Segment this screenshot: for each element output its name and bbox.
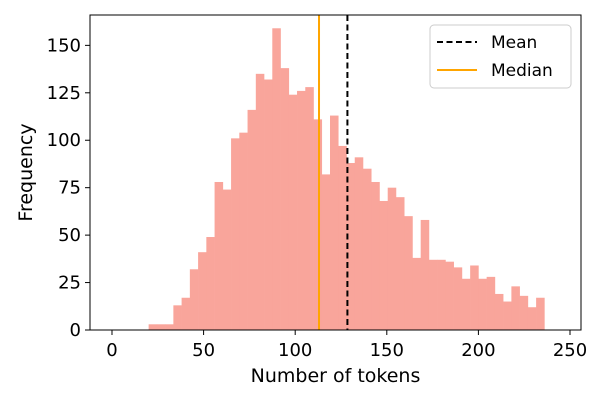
legend-box [429, 24, 572, 89]
y-tick-label: 50 [58, 225, 81, 246]
x-tick-label: 150 [370, 340, 404, 361]
histogram-bar [222, 189, 232, 330]
histogram-bar [461, 278, 471, 330]
histogram-bar [165, 324, 174, 330]
histogram-bar [214, 181, 224, 330]
y-tick-label: 100 [47, 130, 81, 151]
y-tick-label: 125 [47, 83, 81, 104]
histogram-bars [148, 28, 545, 331]
histogram-bar [494, 293, 504, 330]
histogram-bar [486, 276, 496, 330]
histogram-bar [420, 219, 430, 330]
histogram-bar [313, 119, 323, 331]
x-tick-label: 50 [192, 340, 215, 361]
legend: Mean Median [429, 24, 572, 89]
histogram-bar [354, 157, 364, 330]
histogram-bar [189, 269, 199, 330]
x-tick-label: 100 [278, 340, 312, 361]
x-tick-label: 250 [553, 340, 587, 361]
histogram-bar [511, 286, 520, 330]
histogram-bar [346, 163, 356, 330]
histogram-bar [404, 216, 413, 330]
histogram-bar [247, 109, 257, 330]
plot-frame [89, 14, 582, 331]
histogram-bar [173, 305, 182, 330]
histogram-bar [362, 168, 372, 330]
histogram-bar [305, 87, 314, 331]
histogram-bar [395, 197, 405, 330]
histogram-bar [437, 259, 446, 330]
histogram-bar [412, 257, 421, 330]
histogram-bar [272, 28, 281, 330]
x-tick-label: 0 [106, 340, 117, 361]
histogram-bar [297, 90, 306, 330]
histogram-bar [231, 138, 240, 330]
y-tick-label: 150 [47, 35, 81, 56]
x-axis: 0 50 100 150 200 250 [106, 330, 587, 361]
x-axis-label: Number of tokens [251, 365, 421, 387]
histogram-bar [527, 307, 537, 330]
histogram-bar [198, 252, 207, 330]
histogram-bar [148, 324, 158, 330]
histogram-bar [503, 301, 512, 330]
legend-median-label: Median [491, 61, 553, 81]
y-axis: 0 25 50 75 100 125 150 [47, 35, 90, 341]
y-tick-label: 25 [58, 273, 81, 294]
histogram-bar [156, 324, 166, 330]
histogram-bar [536, 297, 545, 330]
histogram-bar [519, 295, 529, 330]
y-axis-label: Frequency [15, 123, 37, 221]
histogram-bar [387, 187, 397, 330]
histogram-bar [264, 79, 273, 331]
reference-lines [318, 15, 349, 330]
histogram-bar [478, 278, 487, 330]
histogram-bar [445, 261, 454, 330]
histogram-bar [338, 145, 347, 330]
histogram-bar [428, 259, 438, 330]
histogram-bar [470, 265, 479, 330]
histogram-bar [371, 181, 380, 330]
histogram-bar [239, 132, 248, 330]
histogram-bar [280, 68, 290, 330]
histogram-bar [330, 115, 339, 330]
histogram-bar [181, 297, 191, 330]
histogram-bar [288, 94, 298, 330]
histogram-bar [321, 174, 331, 330]
y-tick-label: 75 [58, 178, 81, 199]
histogram-bar [206, 237, 215, 330]
legend-mean-label: Mean [491, 33, 537, 53]
histogram-bar [453, 267, 463, 330]
x-tick-label: 200 [461, 340, 495, 361]
histogram-bar [255, 73, 265, 330]
y-tick-label: 0 [70, 320, 81, 341]
histogram-bar [379, 200, 389, 330]
